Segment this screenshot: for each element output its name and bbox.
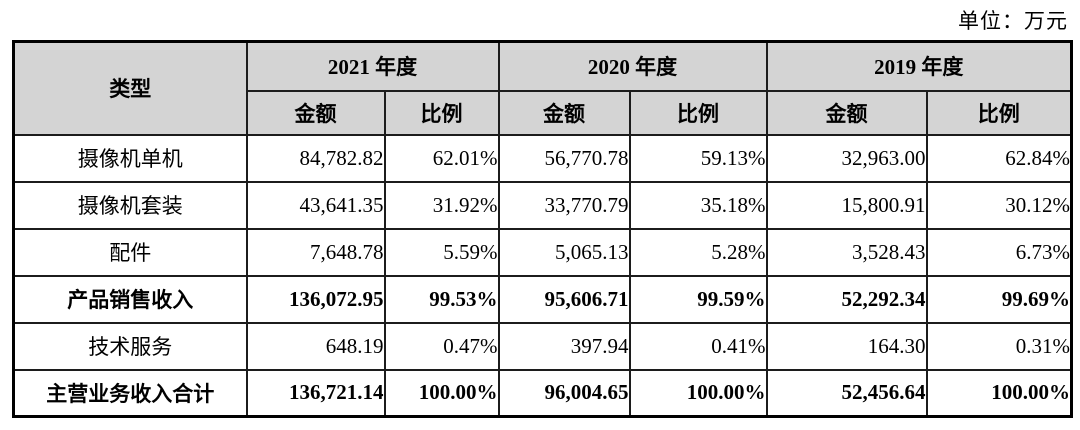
- amount-cell-2019: 3,528.43: [765, 227, 928, 277]
- amount-cell-2019: 164.30: [765, 321, 928, 371]
- ratio-cell-2020: 35.18%: [628, 180, 768, 230]
- year-header-2019: 2019 年度: [765, 40, 1073, 92]
- ratio-cell-2021: 31.92%: [383, 180, 500, 230]
- table-row-camera-single: 摄像机单机 84,782.82 62.01% 56,770.78 59.13% …: [12, 133, 1073, 183]
- table-row-product-sales-total: 产品销售收入 136,072.95 99.53% 95,606.71 99.59…: [12, 274, 1073, 324]
- ratio-cell-2019: 30.12%: [925, 180, 1073, 230]
- year-header-2021: 2021 年度: [245, 40, 500, 92]
- table-header: 类型 2021 年度 2020 年度 2019 年度 金额 比例 金额 比例 金…: [12, 40, 1073, 136]
- amount-cell-2019: 52,456.64: [765, 368, 928, 418]
- amount-cell-2021: 136,072.95: [245, 274, 386, 324]
- ratio-cell-2021: 62.01%: [383, 133, 500, 183]
- ratio-cell-2020: 59.13%: [628, 133, 768, 183]
- amount-cell-2021: 136,721.14: [245, 368, 386, 418]
- amount-cell-2021: 7,648.78: [245, 227, 386, 277]
- amount-cell-2019: 52,292.34: [765, 274, 928, 324]
- ratio-cell-2021: 99.53%: [383, 274, 500, 324]
- ratio-cell-2019: 100.00%: [925, 368, 1073, 418]
- ratio-cell-2021: 5.59%: [383, 227, 500, 277]
- unit-label: 单位：万元: [958, 9, 1068, 33]
- amount-cell-2020: 56,770.78: [497, 133, 631, 183]
- amount-cell-2020: 5,065.13: [497, 227, 631, 277]
- category-cell: 技术服务: [12, 321, 248, 371]
- ratio-cell-2020: 5.28%: [628, 227, 768, 277]
- table-row-main-business-total: 主营业务收入合计 136,721.14 100.00% 96,004.65 10…: [12, 368, 1073, 418]
- table-row-technical-services: 技术服务 648.19 0.47% 397.94 0.41% 164.30 0.…: [12, 321, 1073, 371]
- category-cell: 摄像机套装: [12, 180, 248, 230]
- ratio-cell-2020: 100.00%: [628, 368, 768, 418]
- amount-header-2021: 金额: [245, 89, 386, 136]
- ratio-cell-2019: 62.84%: [925, 133, 1073, 183]
- amount-cell-2021: 43,641.35: [245, 180, 386, 230]
- amount-cell-2021: 648.19: [245, 321, 386, 371]
- table-row-accessories: 配件 7,648.78 5.59% 5,065.13 5.28% 3,528.4…: [12, 227, 1073, 277]
- amount-cell-2019: 32,963.00: [765, 133, 928, 183]
- type-column-header: 类型: [12, 40, 248, 136]
- amount-header-2020: 金额: [497, 89, 631, 136]
- category-cell: 产品销售收入: [12, 274, 248, 324]
- ratio-cell-2019: 6.73%: [925, 227, 1073, 277]
- subheader-row: 金额 比例 金额 比例 金额 比例: [14, 89, 1073, 136]
- ratio-cell-2021: 0.47%: [383, 321, 500, 371]
- ratio-header-2020: 比例: [628, 89, 768, 136]
- category-cell: 摄像机单机: [12, 133, 248, 183]
- category-cell: 主营业务收入合计: [12, 368, 248, 418]
- year-header-2020: 2020 年度: [497, 40, 768, 92]
- amount-cell-2020: 397.94: [497, 321, 631, 371]
- ratio-cell-2020: 99.59%: [628, 274, 768, 324]
- amount-cell-2019: 15,800.91: [765, 180, 928, 230]
- amount-cell-2020: 95,606.71: [497, 274, 631, 324]
- year-header-row: 类型 2021 年度 2020 年度 2019 年度: [12, 40, 1073, 136]
- ratio-cell-2019: 99.69%: [925, 274, 1073, 324]
- ratio-header-2021: 比例: [383, 89, 500, 136]
- ratio-cell-2020: 0.41%: [628, 321, 768, 371]
- amount-cell-2021: 84,782.82: [245, 133, 386, 183]
- amount-cell-2020: 96,004.65: [497, 368, 631, 418]
- revenue-breakdown-table: 类型 2021 年度 2020 年度 2019 年度 金额 比例 金额 比例 金…: [12, 40, 1073, 418]
- ratio-cell-2021: 100.00%: [383, 368, 500, 418]
- ratio-header-2019: 比例: [925, 89, 1073, 136]
- amount-header-2019: 金额: [765, 89, 928, 136]
- amount-cell-2020: 33,770.79: [497, 180, 631, 230]
- ratio-cell-2019: 0.31%: [925, 321, 1073, 371]
- table-row-camera-kit: 摄像机套装 43,641.35 31.92% 33,770.79 35.18% …: [12, 180, 1073, 230]
- category-cell: 配件: [12, 227, 248, 277]
